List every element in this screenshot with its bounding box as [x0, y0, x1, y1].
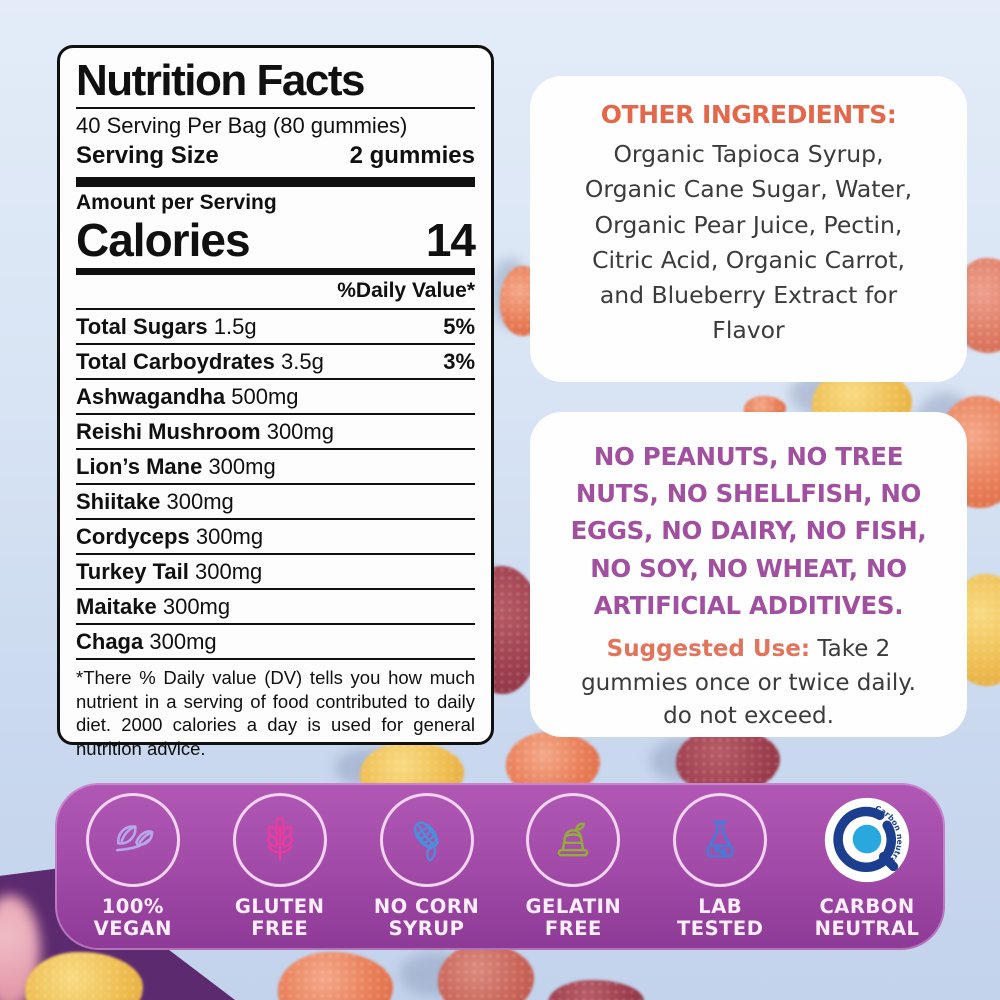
- other-ingredients-heading: OTHER INGREDIENTS:: [600, 100, 897, 129]
- nutrient: Reishi Mushroom 300mg: [76, 419, 334, 445]
- allergen-line: NO PEANUTS, NO TREE: [593, 442, 904, 471]
- badge-label: CARBON NEUTRAL: [814, 894, 920, 940]
- nutrition-row: Total Carboydrates 3.5g 3%: [76, 345, 475, 381]
- badge-100-vegan: 100% VEGAN: [64, 792, 202, 941]
- servings-per-bag: 40 Serving Per Bag (80 gummies): [76, 113, 408, 139]
- nutrient: Lion’s Mane 300mg: [76, 454, 276, 480]
- gummy-candy: [278, 952, 393, 1000]
- thick-divider: [76, 268, 475, 276]
- calories-value: 14: [425, 214, 476, 267]
- nutrition-row: Ashwagandha 500mg: [76, 380, 475, 416]
- badge-lab-tested: LAB TESTED: [651, 792, 789, 941]
- suggested-use-label: Suggested Use:: [606, 636, 811, 663]
- suggested-use-line: gummies once or twice daily.: [581, 669, 916, 696]
- leaf-icon: [85, 792, 180, 887]
- suggested-use: Suggested Use: Take 2 gummies once or tw…: [544, 633, 953, 733]
- allergen-line: EGGS, NO DAIRY, NO FISH,: [570, 516, 927, 546]
- calories-row: Calories 14: [76, 214, 476, 267]
- wheat-icon: [232, 792, 327, 887]
- nutrition-row: Lion’s Mane 300mg: [76, 450, 475, 486]
- daily-value: 3%: [443, 349, 475, 375]
- nutrition-facts-panel: Nutrition Facts 40 Serving Per Bag (80 g…: [57, 45, 494, 759]
- daily-value-header: %Daily Value*: [76, 275, 475, 311]
- gelatin-icon: [526, 792, 621, 887]
- amount-per-serving-label: Amount per Serving: [76, 191, 277, 215]
- nutrient: Shiitake 300mg: [76, 489, 234, 515]
- nutrient: Cordyceps 300mg: [76, 524, 264, 550]
- daily-value: 5%: [443, 314, 475, 340]
- allergen-card: NO PEANUTS, NO TREE NUTS, NO SHELLFISH, …: [530, 412, 967, 737]
- gummy-candy: [548, 980, 644, 1000]
- carbon-neutral-icon: Carbon neutral: [820, 793, 914, 887]
- nutrition-row: Shiitake 300mg: [76, 485, 475, 521]
- badge-label: GELATIN FREE: [525, 894, 622, 940]
- feature-badge-bar: 100% VEGAN GLUTEN FREE: [55, 783, 945, 950]
- nutrition-row: Turkey Tail 300mg: [76, 555, 475, 591]
- badge-label: GLUTEN FREE: [234, 894, 325, 940]
- flask-icon: [673, 792, 768, 887]
- badge-label: NO CORN SYRUP: [373, 894, 480, 940]
- nutrient: Ashwagandha 500mg: [76, 384, 299, 410]
- nutrition-row: Chaga 300mg: [76, 625, 475, 661]
- ingredients-line: Flavor: [712, 316, 785, 345]
- calories-label: Calories: [76, 214, 251, 267]
- suggested-use-text: Take 2: [810, 636, 891, 663]
- badge-carbon-neutral: Carbon neutral CARBON NEUTRAL: [798, 793, 936, 941]
- ingredients-line: Citric Acid, Organic Carrot,: [592, 245, 905, 274]
- nutrition-row: Cordyceps 300mg: [76, 520, 475, 556]
- nutrition-row: Reishi Mushroom 300mg: [76, 415, 475, 451]
- badge-gelatin-free: GELATIN FREE: [504, 792, 642, 941]
- serving-size-label: Serving Size: [76, 142, 219, 170]
- allergen-line: ARTIFICIAL ADDITIVES.: [593, 590, 904, 620]
- badge-gluten-free: GLUTEN FREE: [211, 792, 349, 941]
- other-ingredients-card: OTHER INGREDIENTS: Organic Tapioca Syrup…: [530, 76, 967, 382]
- allergen-line: NO SOY, NO WHEAT, NO: [590, 553, 907, 583]
- nutrient: Turkey Tail 300mg: [76, 559, 263, 585]
- suggested-use-line: do not exceed.: [663, 702, 834, 729]
- badge-label: 100% VEGAN: [93, 894, 173, 940]
- thick-divider: [76, 177, 475, 188]
- ingredients-line: Organic Cane Sugar, Water,: [584, 175, 913, 204]
- nutrition-row: Maitake 300mg: [76, 590, 475, 626]
- ingredients-line: Organic Tapioca Syrup,: [613, 140, 884, 168]
- gummy-candy: [438, 944, 534, 1000]
- divider: [76, 107, 475, 110]
- nutrition-facts-title: Nutrition Facts: [76, 56, 365, 105]
- daily-value-footnote: *There % Daily value (DV) tells you how …: [76, 667, 475, 760]
- allergen-line: NUTS, NO SHELLFISH, NO: [575, 479, 922, 509]
- nutrient: Total Carboydrates 3.5g: [76, 349, 324, 375]
- nutrient: Chaga 300mg: [76, 629, 217, 655]
- ingredients-line: Organic Pear Juice, Pectin,: [594, 210, 903, 239]
- badge-label: LAB TESTED: [676, 894, 764, 940]
- nutrient: Maitake 300mg: [76, 594, 231, 620]
- corn-icon: [379, 792, 474, 887]
- serving-size-row: Serving Size 2 gummies: [76, 139, 475, 174]
- nutrition-row: Total Sugars 1.5g 5%: [76, 310, 475, 346]
- serving-size-value: 2 gummies: [349, 142, 475, 170]
- badge-no-corn-syrup: NO CORN SYRUP: [358, 792, 496, 941]
- ingredients-line: and Blueberry Extract for: [599, 281, 898, 309]
- nutrient: Total Sugars 1.5g: [76, 314, 257, 340]
